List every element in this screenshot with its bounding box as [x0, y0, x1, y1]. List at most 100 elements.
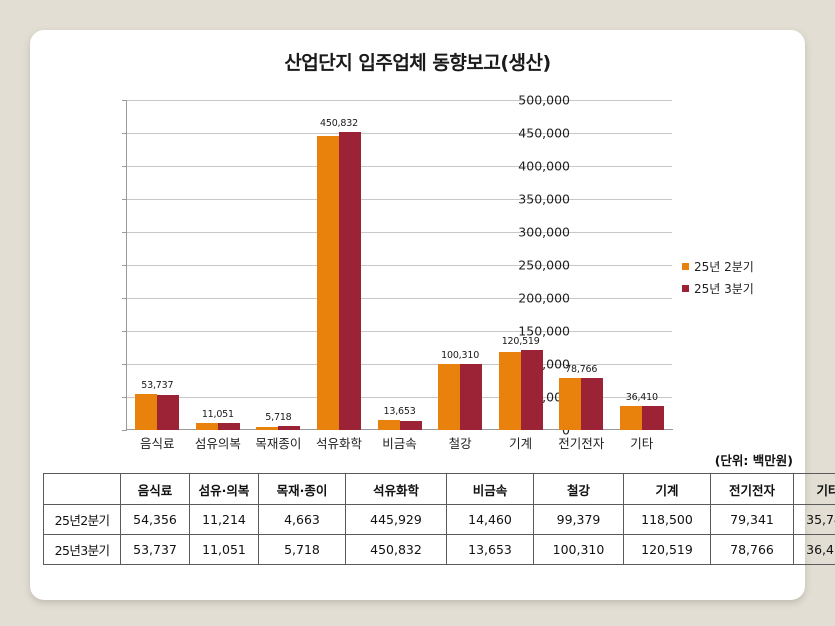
bar	[278, 426, 301, 430]
gridline	[127, 331, 672, 332]
table-cell: 14,460	[446, 504, 534, 535]
bar	[520, 350, 543, 430]
bar	[217, 422, 240, 430]
bar-value-label: 11,051	[201, 408, 234, 420]
table-cell: 11,214	[189, 504, 259, 535]
x-axis-category-label: 기계	[509, 436, 533, 451]
bar-value-label: 53,737	[141, 380, 174, 392]
y-axis-tick-mark	[122, 232, 127, 233]
x-axis-category-label: 목재종이	[255, 436, 302, 451]
gridline	[127, 298, 672, 299]
table-cell: 100,310	[533, 534, 624, 565]
x-axis-category-label: 전기전자	[558, 436, 605, 451]
y-axis-tick-label: 250,000	[518, 257, 570, 273]
bar	[460, 363, 483, 430]
y-axis-tick-mark	[122, 430, 127, 431]
bar	[338, 132, 361, 430]
bar-group: 120,519 기계	[490, 100, 551, 451]
table-cell: 120,519	[623, 534, 711, 565]
table-cell: 5,718	[258, 534, 346, 565]
table-cell: 450,832	[345, 534, 447, 565]
y-axis-tick-label: 350,000	[518, 191, 570, 207]
y-axis-tick-label: 450,000	[518, 125, 570, 141]
table-cell: 35,745	[793, 504, 835, 535]
bar	[135, 394, 158, 430]
y-axis-tick-label: 400,000	[518, 158, 570, 174]
table-column-header: 석유화학	[345, 473, 447, 505]
table-cell: 78,766	[710, 534, 794, 565]
y-axis-tick-mark	[122, 100, 127, 101]
y-axis-tick-mark	[122, 298, 127, 299]
bar	[195, 422, 218, 430]
x-axis-category-label: 철강	[448, 436, 472, 451]
y-axis-tick-mark	[122, 397, 127, 398]
bar	[498, 351, 521, 430]
y-axis-tick-label: 300,000	[518, 224, 570, 240]
x-axis-category-label: 비금속	[382, 436, 417, 451]
table-column-header: 철강	[533, 473, 624, 505]
bar-value-label: 120,519	[501, 336, 540, 348]
table-column-header: 섬유·의복	[189, 473, 259, 505]
bar-series-container: 53,737 음식료 11,051 섬유의복 5,718 목재종이 450,832 석유화학 1…	[127, 100, 673, 451]
bar	[399, 421, 422, 430]
bar	[377, 420, 400, 430]
gridline	[127, 199, 672, 200]
bar-group: 100,310 철강	[430, 100, 491, 451]
bar-group: 78,766 전기전자	[551, 100, 612, 451]
y-axis-tick-label: 0	[562, 422, 570, 438]
bar	[641, 405, 664, 430]
bar	[581, 378, 604, 430]
y-axis-tick-label: 500,000	[518, 92, 570, 108]
table-column-header: 전기전자	[710, 473, 794, 505]
x-axis-category-label: 음식료	[140, 436, 175, 451]
bar-value-label: 100,310	[441, 349, 480, 361]
table-row-header: 25년3분기	[43, 534, 121, 565]
table-column-header: 기계	[623, 473, 711, 505]
y-axis-tick-mark	[122, 265, 127, 266]
table-cell: 36,410	[793, 534, 835, 565]
chart-legend: 25년 2분기 25년 3분기	[682, 258, 754, 302]
bar-group: 5,718 목재종이	[248, 100, 309, 451]
table-column-header: 비금속	[446, 473, 534, 505]
table-row: 25년3분기 53,737 11,051 5,718 450,832 13,653 100,…	[43, 534, 835, 565]
bar-value-label: 5,718	[265, 412, 292, 424]
bar-group: 11,051 섬유의복	[188, 100, 249, 451]
y-axis-tick-mark	[122, 199, 127, 200]
y-axis-tick-mark	[122, 331, 127, 332]
bar	[619, 406, 642, 430]
bar-value-label: 450,832	[320, 118, 358, 130]
table-row-header: 25년2분기	[43, 504, 121, 535]
bar-value-label: 36,410	[625, 391, 658, 403]
table-cell: 79,341	[710, 504, 794, 535]
legend-label: 25년 3분기	[694, 282, 754, 296]
legend-item[interactable]: 25년 2분기	[682, 258, 754, 275]
table-row: 25년2분기 54,356 11,214 4,663 445,929 14,460 99,3…	[43, 504, 835, 535]
y-axis-tick-mark	[122, 364, 127, 365]
bar-value-label: 13,653	[383, 406, 416, 418]
page-title: 산업단지 입주업체 동향보고(생산)	[284, 52, 551, 74]
bar-value-label: 78,766	[565, 363, 598, 375]
bar-group: 13,653 비금속	[369, 100, 430, 451]
table-column-header: 기타	[793, 473, 835, 505]
gridline	[127, 364, 672, 365]
x-axis-category-label: 석유화학	[315, 436, 362, 451]
bar-group: 36,410 기타	[612, 100, 673, 451]
y-axis-tick-mark	[122, 166, 127, 167]
report-card: 산업단지 입주업체 동향보고(생산) 53,737 음식료 11,051 섬유의복 5,…	[30, 30, 835, 600]
table-cell: 118,500	[623, 504, 711, 535]
legend-item[interactable]: 25년 3분기	[682, 280, 754, 297]
bar	[316, 135, 339, 430]
x-axis-category-label: 섬유의복	[194, 436, 241, 451]
gridline	[127, 100, 672, 101]
bar	[438, 364, 461, 430]
legend-swatch-icon	[682, 285, 689, 292]
gridline	[127, 232, 672, 233]
chart-plot-area: 53,737 음식료 11,051 섬유의복 5,718 목재종이 450,832 석유화학 1…	[122, 93, 673, 451]
table-column-header: 목재·종이	[258, 473, 346, 505]
gridline	[127, 166, 672, 167]
bar-chart: 53,737 음식료 11,051 섬유의복 5,718 목재종이 450,832 석유화학 1…	[30, 30, 805, 451]
table-cell: 4,663	[258, 504, 346, 535]
bar-group: 450,832 석유화학	[309, 100, 370, 451]
